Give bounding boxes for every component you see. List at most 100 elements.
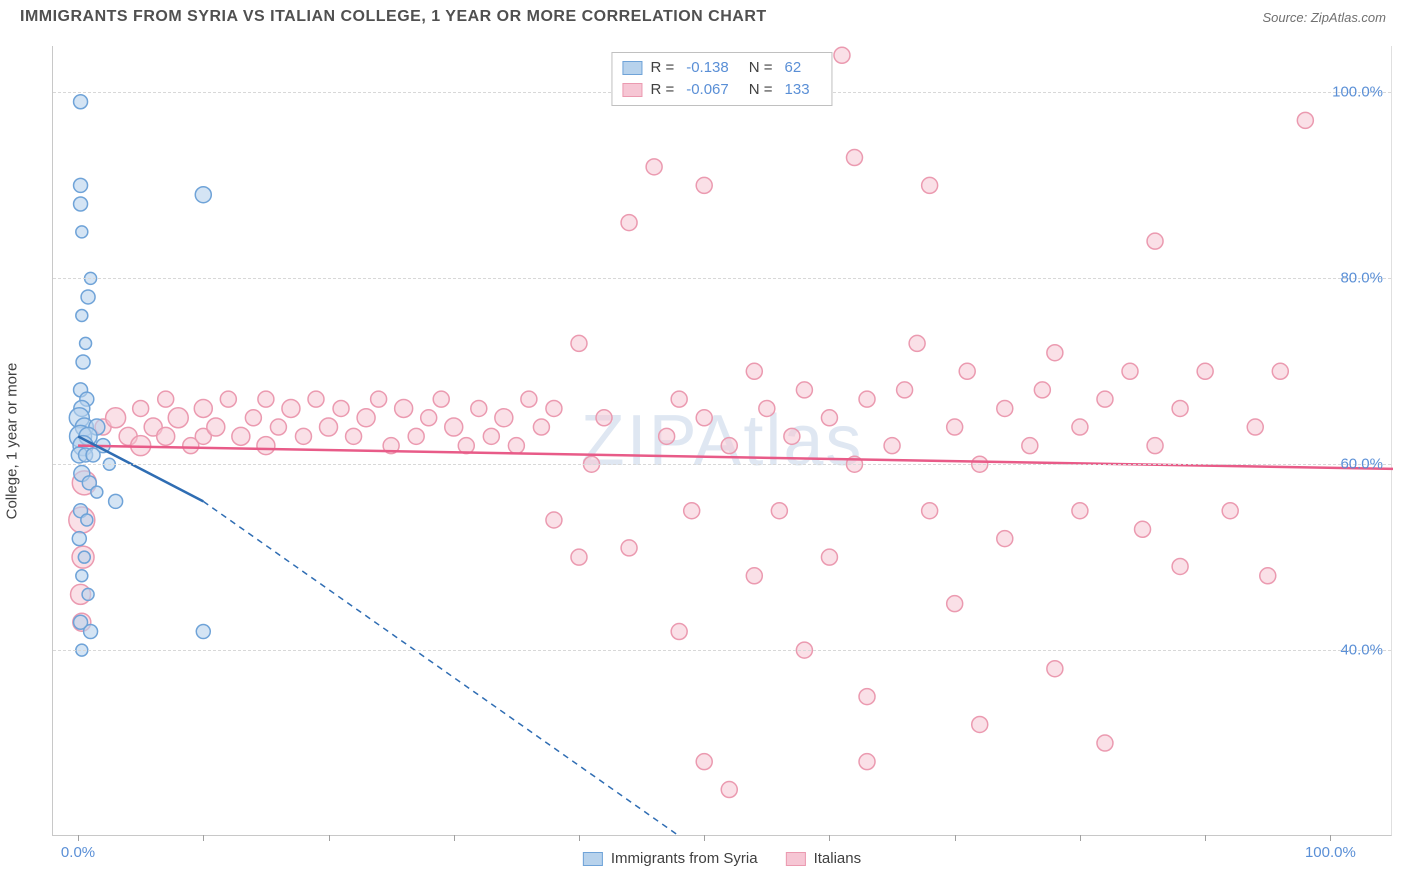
- data-point: [76, 226, 88, 238]
- data-point: [1147, 438, 1163, 454]
- data-point: [759, 400, 775, 416]
- data-point: [282, 399, 300, 417]
- data-point: [194, 399, 212, 417]
- x-tick-mark: [955, 835, 956, 841]
- gridline: [53, 464, 1391, 465]
- data-point: [157, 427, 175, 445]
- legend-swatch-icon: [583, 852, 603, 866]
- data-point: [1122, 363, 1138, 379]
- x-tick-mark: [829, 835, 830, 841]
- data-point: [421, 410, 437, 426]
- chart-title: IMMIGRANTS FROM SYRIA VS ITALIAN COLLEGE…: [20, 8, 767, 26]
- legend-swatch-icon: [622, 61, 642, 75]
- data-point: [80, 337, 92, 349]
- data-point: [571, 335, 587, 351]
- data-point: [295, 428, 311, 444]
- data-point: [433, 391, 449, 407]
- data-point: [357, 409, 375, 427]
- data-point: [721, 438, 737, 454]
- data-point: [684, 503, 700, 519]
- x-tick-mark: [704, 835, 705, 841]
- data-point: [1072, 419, 1088, 435]
- data-point: [270, 419, 286, 435]
- trend-line: [203, 501, 679, 836]
- data-point: [859, 391, 875, 407]
- source-attribution: Source: ZipAtlas.com: [1262, 10, 1386, 25]
- data-point: [1172, 400, 1188, 416]
- y-tick-label: 40.0%: [1340, 642, 1383, 659]
- x-tick-mark: [1330, 835, 1331, 841]
- data-point: [72, 532, 86, 546]
- data-point: [133, 400, 149, 416]
- data-point: [671, 391, 687, 407]
- data-point: [922, 503, 938, 519]
- data-point: [796, 382, 812, 398]
- data-point: [533, 419, 549, 435]
- legend-value: 62: [785, 57, 802, 79]
- x-tick-mark: [329, 835, 330, 841]
- series-legend: Immigrants from SyriaItalians: [583, 850, 861, 867]
- data-point: [659, 428, 675, 444]
- data-point: [1097, 735, 1113, 751]
- data-point: [1197, 363, 1213, 379]
- data-point: [1047, 661, 1063, 677]
- data-point: [959, 363, 975, 379]
- data-point: [483, 428, 499, 444]
- data-point: [308, 391, 324, 407]
- data-point: [495, 409, 513, 427]
- data-point: [746, 568, 762, 584]
- data-point: [834, 47, 850, 63]
- data-point: [195, 187, 211, 203]
- legend-stat: N =: [749, 79, 773, 101]
- data-point: [1072, 503, 1088, 519]
- data-point: [1297, 112, 1313, 128]
- data-point: [997, 400, 1013, 416]
- legend-stat: N =: [749, 57, 773, 79]
- gridline: [53, 650, 1391, 651]
- data-point: [922, 177, 938, 193]
- legend-value: 133: [785, 79, 810, 101]
- data-point: [1034, 382, 1050, 398]
- data-point: [947, 596, 963, 612]
- data-point: [78, 551, 90, 563]
- data-point: [621, 215, 637, 231]
- data-point: [696, 754, 712, 770]
- data-point: [82, 588, 94, 600]
- data-point: [846, 150, 862, 166]
- x-tick-mark: [454, 835, 455, 841]
- data-point: [395, 399, 413, 417]
- data-point: [947, 419, 963, 435]
- x-tick-mark: [203, 835, 204, 841]
- data-point: [74, 95, 88, 109]
- data-point: [859, 754, 875, 770]
- legend-stat: R =: [650, 79, 674, 101]
- y-axis-label: College, 1 year or more: [4, 363, 21, 520]
- data-point: [106, 408, 126, 428]
- scatter-svg: [53, 46, 1391, 835]
- data-point: [158, 391, 174, 407]
- data-point: [1147, 233, 1163, 249]
- data-point: [859, 689, 875, 705]
- data-point: [168, 408, 188, 428]
- data-point: [997, 531, 1013, 547]
- data-point: [521, 391, 537, 407]
- x-tick-label: 0.0%: [61, 844, 95, 861]
- legend-value: -0.067: [686, 79, 729, 101]
- data-point: [346, 428, 362, 444]
- data-point: [320, 418, 338, 436]
- data-point: [257, 437, 275, 455]
- gridline: [53, 278, 1391, 279]
- data-point: [84, 625, 98, 639]
- legend-swatch-icon: [622, 83, 642, 97]
- data-point: [821, 410, 837, 426]
- data-point: [1097, 391, 1113, 407]
- data-point: [220, 391, 236, 407]
- plot-area: College, 1 year or more ZIPAtlas R =-0.1…: [52, 46, 1392, 836]
- data-point: [696, 410, 712, 426]
- data-point: [508, 438, 524, 454]
- data-point: [897, 382, 913, 398]
- x-tick-mark: [1205, 835, 1206, 841]
- data-point: [721, 782, 737, 798]
- legend-swatch-icon: [786, 852, 806, 866]
- x-tick-mark: [579, 835, 580, 841]
